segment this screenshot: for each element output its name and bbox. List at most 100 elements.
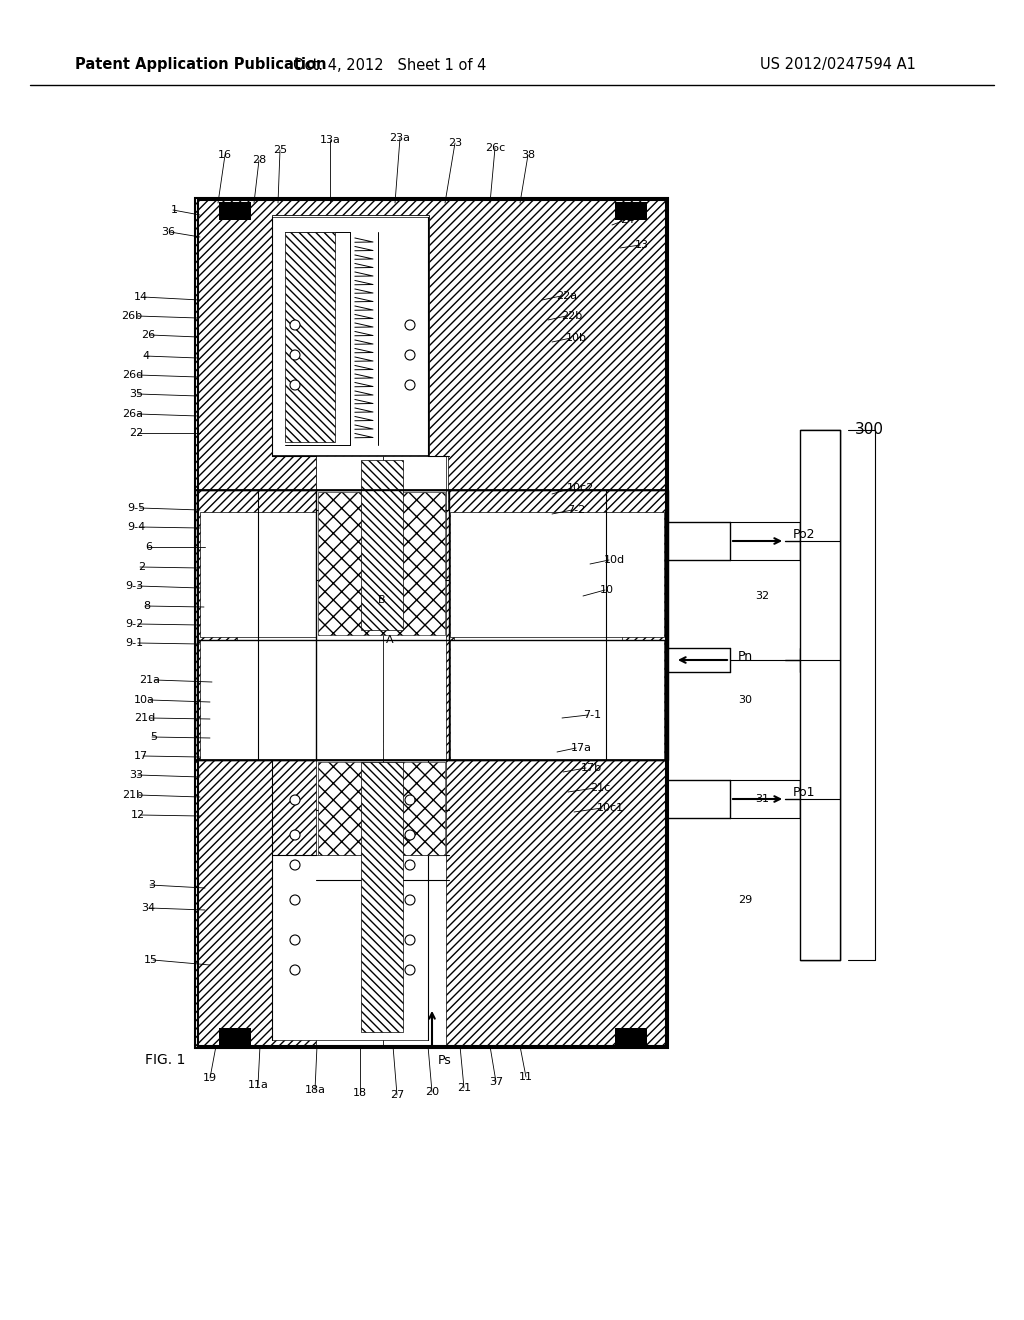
Text: 3: 3 [148,880,155,890]
Text: Patent Application Publication: Patent Application Publication [75,58,327,73]
Text: 17a: 17a [571,743,592,752]
Bar [195,198,668,490]
Text: 21b: 21b [122,789,143,800]
Bar [316,455,383,510]
Circle shape [290,861,300,870]
Bar [219,202,251,220]
Text: 23: 23 [447,139,462,148]
Text: 17: 17 [134,751,148,762]
Text: 21: 21 [457,1082,471,1093]
Text: 10: 10 [600,585,614,595]
Text: 31: 31 [755,795,769,804]
Circle shape [290,830,300,840]
Text: 27: 27 [390,1090,404,1100]
Text: 10d: 10d [604,554,625,565]
Bar [200,512,316,638]
Text: 18: 18 [353,1088,367,1098]
Bar [272,855,428,1040]
Text: 15: 15 [144,954,158,965]
Circle shape [290,350,300,360]
Text: 24: 24 [620,215,634,224]
Circle shape [290,895,300,906]
Circle shape [406,895,415,906]
Text: 35: 35 [129,389,143,399]
Bar [198,201,666,1045]
Text: 25: 25 [273,145,287,154]
Text: 26b: 26b [121,312,142,321]
Bar [272,216,428,455]
Circle shape [406,965,415,975]
Bar [318,492,445,635]
Text: 9-4: 9-4 [127,521,145,532]
Circle shape [290,319,300,330]
Text: 300: 300 [855,422,884,437]
Text: 1: 1 [171,205,178,215]
Text: 26c: 26c [485,143,505,153]
Text: 21c: 21c [590,783,610,793]
Text: 17b: 17b [581,763,602,774]
Text: 2: 2 [138,562,145,572]
Text: Oct. 4, 2012   Sheet 1 of 4: Oct. 4, 2012 Sheet 1 of 4 [293,58,486,73]
Circle shape [406,935,415,945]
Text: 6: 6 [145,543,152,552]
Text: 13: 13 [635,240,649,249]
Bar [219,1028,251,1045]
Text: 22b: 22b [561,312,583,321]
Text: Po2: Po2 [793,528,815,540]
Bar [195,198,668,490]
Circle shape [406,319,415,330]
Bar [361,762,403,1032]
Text: 21a: 21a [139,675,160,685]
Bar [195,490,668,760]
Text: 37: 37 [488,1077,503,1086]
Circle shape [406,350,415,360]
Text: 7-1: 7-1 [583,710,601,719]
Bar [198,201,666,1045]
Bar [195,760,668,1048]
Bar [383,455,446,1045]
Text: 9-5: 9-5 [127,503,145,513]
Circle shape [406,380,415,389]
Text: 14: 14 [134,292,148,302]
Text: 10a: 10a [134,696,155,705]
Text: 16: 16 [218,150,232,160]
Text: 13a: 13a [319,135,340,145]
Bar [615,202,647,220]
Text: 36: 36 [161,227,175,238]
Bar [450,512,664,638]
Text: 26a: 26a [122,409,143,418]
Bar [195,760,668,1048]
Bar [615,1028,647,1045]
Text: 11: 11 [519,1072,534,1082]
Text: 22: 22 [129,428,143,438]
Text: 33: 33 [129,770,143,780]
Text: 30: 30 [738,696,752,705]
Text: US 2012/0247594 A1: US 2012/0247594 A1 [760,58,915,73]
Bar [197,201,666,1045]
Text: 9-1: 9-1 [125,638,143,648]
Bar [316,455,383,1045]
Circle shape [290,965,300,975]
Text: Po1: Po1 [793,787,815,800]
Circle shape [406,795,415,805]
Text: 8: 8 [143,601,150,611]
Circle shape [406,861,415,870]
Text: 18a: 18a [304,1085,326,1096]
Text: 26d: 26d [122,370,143,380]
Text: 19: 19 [203,1073,217,1082]
Text: 38: 38 [521,150,536,160]
Text: 10c2: 10c2 [567,483,594,492]
Text: 29: 29 [738,895,753,906]
Bar [272,215,429,455]
Text: 9-3: 9-3 [125,581,143,591]
Bar [200,640,316,760]
Text: A: A [386,635,394,645]
Text: 11a: 11a [248,1080,268,1090]
Bar [237,515,406,735]
Bar [383,455,449,510]
Text: 22a: 22a [556,290,578,301]
Text: 9-2: 9-2 [125,619,143,630]
Text: 12: 12 [131,810,145,820]
Text: 26: 26 [141,330,155,341]
Text: 28: 28 [252,154,266,165]
